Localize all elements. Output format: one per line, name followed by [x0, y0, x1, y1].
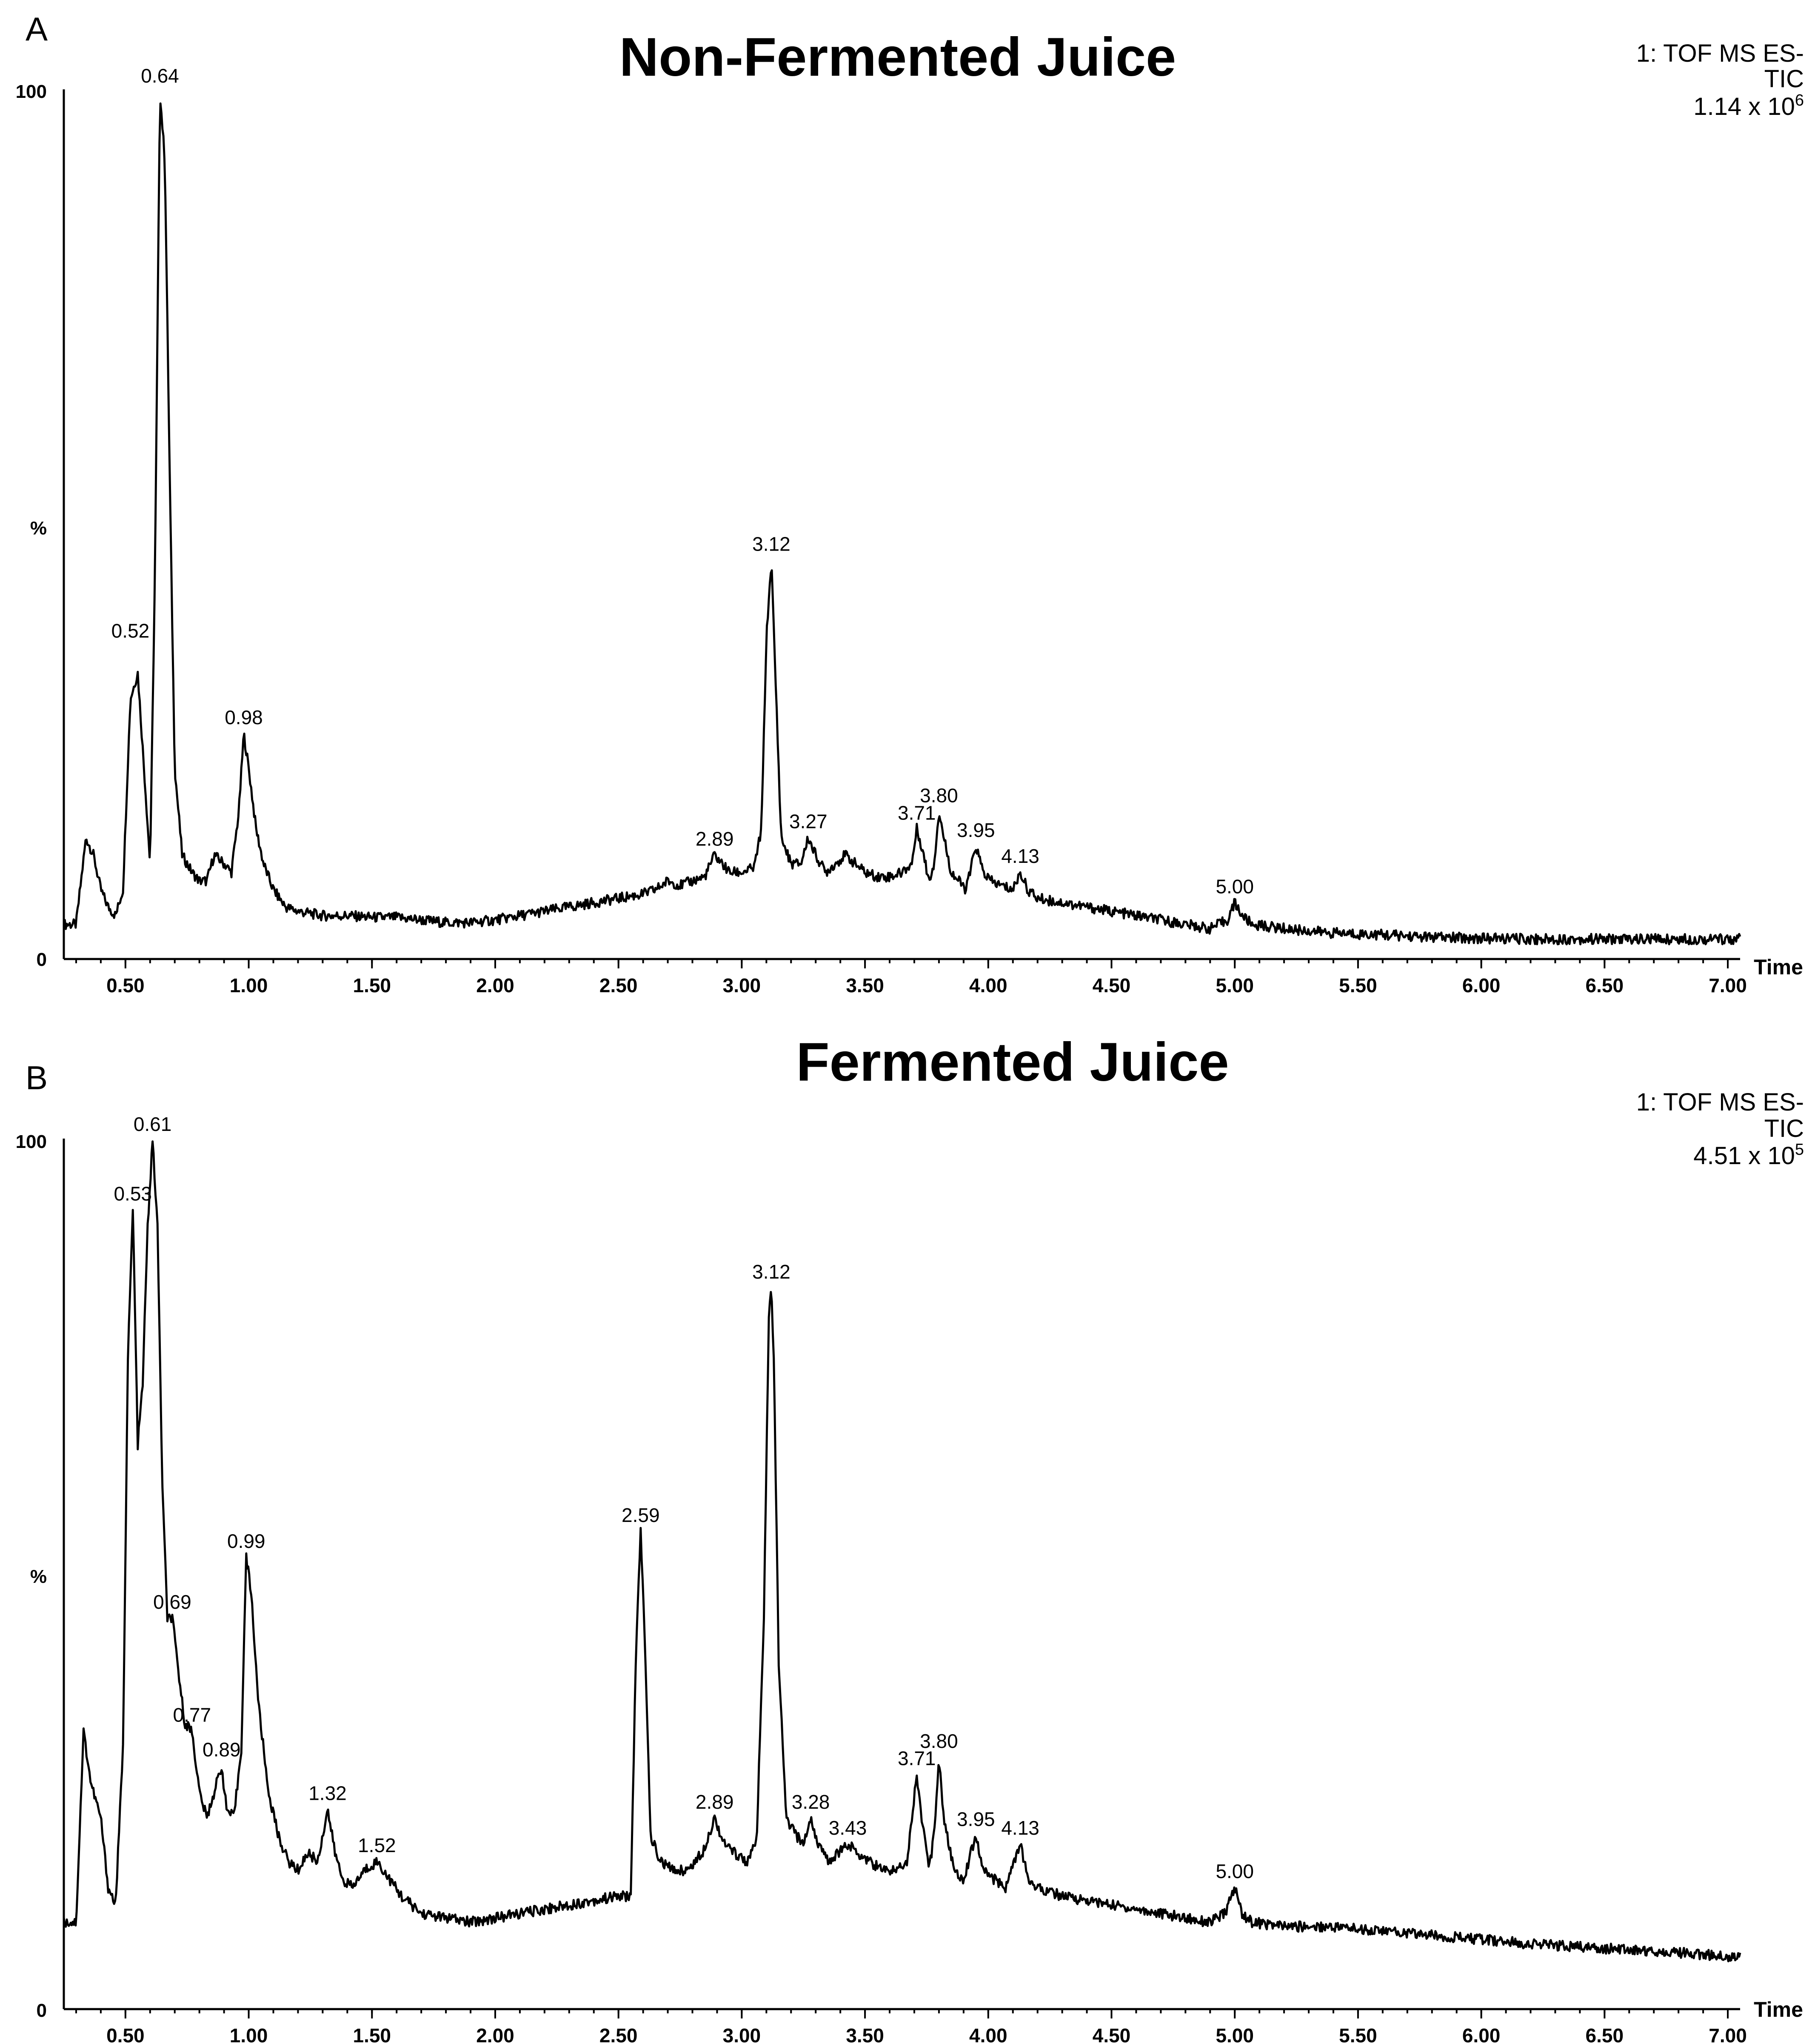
x-tick-label: 6.50	[1586, 2024, 1624, 2044]
x-tick-label: 4.50	[1093, 2024, 1131, 2044]
peak-label: 4.13	[1001, 1817, 1039, 1839]
acquisition-mode: 1: TOF MS ES-	[1636, 40, 1804, 67]
y-tick-label-zero: 0	[37, 2000, 47, 2021]
x-tick-label: 6.50	[1586, 974, 1624, 996]
trace-type: TIC	[1764, 1115, 1804, 1142]
x-tick-label: 2.50	[599, 2024, 638, 2044]
x-tick-label: 5.00	[1216, 2024, 1254, 2044]
peak-label: 5.00	[1216, 1860, 1254, 1882]
x-tick-label: 3.00	[723, 974, 761, 996]
peak-label: 1.32	[308, 1782, 347, 1804]
x-axis-label: Time	[1754, 955, 1803, 979]
x-tick-label: 3.00	[723, 2024, 761, 2044]
peak-label: 0.69	[153, 1591, 191, 1613]
chart-title: Non-Fermented Juice	[619, 27, 1176, 88]
peak-label: 2.89	[696, 1791, 734, 1813]
x-tick-label: 1.50	[353, 974, 391, 996]
x-tick-label: 7.00	[1709, 2024, 1747, 2044]
x-tick-label: 0.50	[106, 974, 145, 996]
x-tick-label: 1.50	[353, 2024, 391, 2044]
y-axis-label: %	[30, 1566, 47, 1587]
x-tick-label: 6.00	[1462, 2024, 1501, 2044]
peak-label: 3.12	[752, 1261, 790, 1283]
peak-label: 4.13	[1001, 845, 1039, 867]
panel-b: B Fermented Juice 1: TOF MS ES- TIC 4.51…	[16, 1032, 1804, 2044]
peak-label: 3.80	[920, 785, 958, 807]
peak-label: 3.71	[898, 1747, 936, 1770]
panel-label: B	[26, 1059, 48, 1096]
panel-a: A Non-Fermented Juice 1: TOF MS ES- TIC …	[16, 10, 1804, 996]
peak-label: 2.89	[696, 828, 734, 850]
y-tick-label-zero: 0	[37, 949, 47, 970]
peak-label: 0.89	[203, 1739, 241, 1761]
x-tick-label: 3.50	[846, 974, 884, 996]
peak-label: 0.98	[225, 706, 263, 728]
x-tick-label: 2.00	[476, 974, 514, 996]
acquisition-mode: 1: TOF MS ES-	[1636, 1088, 1804, 1116]
x-tick-label: 7.00	[1709, 974, 1747, 996]
peak-label: 0.52	[111, 619, 150, 642]
peak-label: 2.59	[622, 1504, 660, 1526]
peak-label: 3.27	[789, 811, 828, 833]
x-tick-label: 2.50	[599, 974, 638, 996]
peak-label: 0.77	[173, 1704, 211, 1726]
peak-labels: 0.64 0.52 0.98 2.89 3.12 3.27 3.713.80 3.95 4.13…	[111, 65, 1254, 898]
tic-trace	[63, 102, 1741, 945]
y-tick-label-max: 100	[16, 81, 47, 102]
peak-label: 3.95	[957, 1808, 995, 1830]
trace-type: TIC	[1764, 65, 1804, 93]
peak-label: 5.00	[1216, 876, 1254, 898]
peak-label: 3.43	[829, 1817, 867, 1839]
x-ticks: 0.50 1.00 1.50 2.00 2.50 3.00 3.50 4.00 4.50 5.00…	[75, 2009, 1747, 2044]
x-tick-label: 3.50	[846, 2024, 884, 2044]
x-tick-label: 5.50	[1339, 974, 1377, 996]
x-tick-label: 6.00	[1462, 974, 1501, 996]
x-tick-label: 5.00	[1216, 974, 1254, 996]
peak-label: 3.12	[752, 533, 790, 555]
panel-label: A	[26, 10, 48, 48]
chart-title: Fermented Juice	[796, 1032, 1229, 1093]
x-tick-label: 4.00	[969, 974, 1007, 996]
intensity-scale: 1.14 x 106	[1693, 91, 1804, 120]
x-tick-label: 5.50	[1339, 2024, 1377, 2044]
peak-labels: 0.61 0.53 0.69 0.77 0.89 0.99 1.32 1.52 2.59 2.89…	[114, 1113, 1254, 1882]
peak-label: 3.71	[898, 802, 936, 824]
x-tick-label: 0.50	[106, 2024, 145, 2044]
peak-label: 3.80	[920, 1730, 958, 1752]
peak-label: 0.53	[114, 1182, 152, 1205]
y-axis-label: %	[30, 518, 47, 539]
peak-label: 3.95	[957, 819, 995, 841]
x-axis-label: Time	[1754, 1998, 1803, 2021]
intensity-scale: 4.51 x 105	[1693, 1141, 1804, 1170]
peak-label: 3.28	[792, 1791, 830, 1813]
tic-trace	[63, 1140, 1741, 1962]
x-ticks: 0.50 1.00 1.50 2.00 2.50 3.00 3.50 4.00 4.50 5.00…	[75, 959, 1747, 996]
peak-label: 0.99	[227, 1530, 265, 1552]
peak-label: 0.64	[141, 65, 179, 87]
x-tick-label: 1.00	[230, 974, 268, 996]
x-tick-label: 4.50	[1093, 974, 1131, 996]
x-tick-label: 1.00	[230, 2024, 268, 2044]
x-tick-label: 2.00	[476, 2024, 514, 2044]
y-tick-label-max: 100	[16, 1131, 47, 1152]
peak-label: 0.61	[134, 1113, 172, 1135]
peak-label: 1.52	[358, 1834, 396, 1856]
x-tick-label: 4.00	[969, 2024, 1007, 2044]
